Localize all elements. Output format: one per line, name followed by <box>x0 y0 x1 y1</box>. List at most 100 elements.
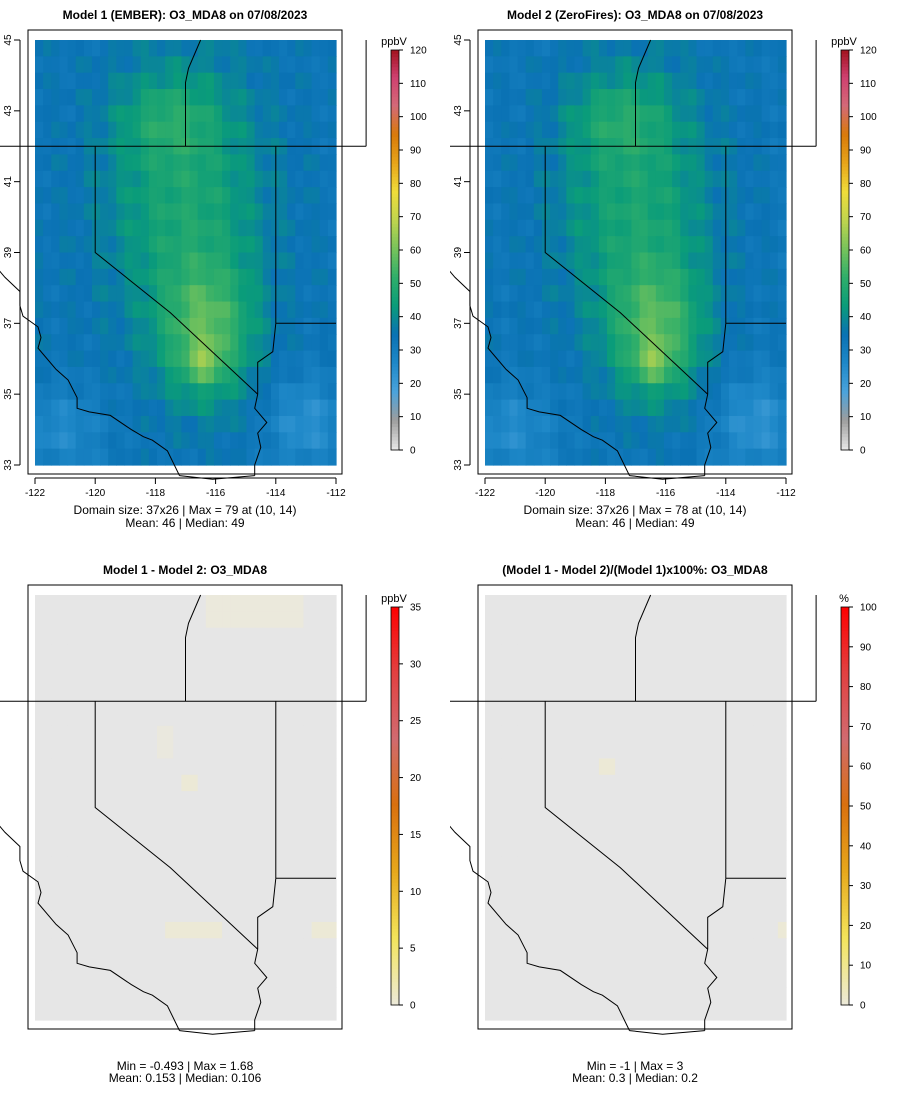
grid-cell <box>761 611 771 629</box>
grid-cell <box>311 954 321 972</box>
colorbar-segment <box>391 782 399 787</box>
grid-cell <box>680 856 689 874</box>
colorbar-unit-label: ppbV <box>381 36 407 48</box>
grid-cell <box>83 383 93 401</box>
grid-cell <box>737 105 746 123</box>
grid-cell <box>720 301 730 319</box>
grid-cell <box>91 432 101 450</box>
grid-cell <box>262 889 272 907</box>
grid-cell <box>574 121 584 139</box>
grid-cell <box>75 742 85 760</box>
grid-cell <box>720 921 730 939</box>
grid-cell <box>108 938 117 956</box>
grid-cell <box>525 105 535 123</box>
colorbar-segment <box>841 630 849 635</box>
grid-cell <box>574 742 584 760</box>
grid-cell <box>197 285 207 303</box>
grid-cell <box>270 987 280 1005</box>
colorbar-segment <box>841 912 849 916</box>
grid-cell <box>712 823 722 841</box>
grid-cell <box>639 987 649 1005</box>
grid-cell <box>761 1003 771 1021</box>
grid-cell <box>663 954 673 972</box>
colorbar-segment <box>391 855 399 860</box>
grid-cell <box>116 954 126 972</box>
grid-cell <box>704 807 714 825</box>
colorbar-segment <box>391 106 399 111</box>
grid-cell <box>517 954 527 972</box>
grid-cell <box>222 187 231 205</box>
grid-cell <box>712 954 722 972</box>
grid-cell <box>238 889 248 907</box>
grid-cell <box>745 432 755 450</box>
grid-cell <box>777 448 787 466</box>
grid-cell <box>509 301 519 319</box>
grid-cell <box>205 807 215 825</box>
grid-cell <box>688 415 698 433</box>
colorbar-segment <box>391 116 399 121</box>
colorbar-segment <box>391 90 399 94</box>
colorbar-segment <box>841 961 849 966</box>
grid-cell <box>132 448 142 466</box>
grid-cell <box>270 660 280 678</box>
grid-cell <box>132 905 142 923</box>
grid-cell <box>59 611 69 629</box>
grid-cell <box>647 970 657 988</box>
grid-cell <box>83 219 93 237</box>
grid-cell <box>303 187 313 205</box>
grid-cell <box>761 840 771 858</box>
grid-cell <box>43 89 52 106</box>
colorbar-segment <box>841 223 849 228</box>
grid-cell <box>181 236 191 254</box>
grid-cell <box>262 448 272 466</box>
grid-cell <box>550 154 559 172</box>
grid-cell <box>631 987 641 1005</box>
grid-cell <box>83 987 93 1005</box>
colorbar-segment <box>841 186 849 191</box>
grid-cell <box>769 1003 779 1021</box>
grid-cell <box>558 970 567 988</box>
grid-cell <box>230 448 239 466</box>
grid-cell <box>132 856 142 874</box>
grid-cell <box>574 432 584 450</box>
colorbar-segment <box>841 676 849 681</box>
grid-cell <box>745 121 755 139</box>
colorbar-segment <box>841 333 849 338</box>
colorbar-segment <box>391 383 399 388</box>
grid-cell <box>132 40 142 57</box>
grid-cell <box>598 72 608 90</box>
grid-cell <box>566 758 576 776</box>
grid-cell <box>582 154 592 172</box>
grid-cell <box>712 268 722 286</box>
grid-cell <box>181 187 191 205</box>
grid-cell <box>262 987 272 1005</box>
grid-cell <box>509 889 519 907</box>
grid-cell <box>607 383 616 401</box>
grid-cell <box>753 203 763 221</box>
grid-cell <box>550 334 559 352</box>
grid-cell <box>680 676 689 694</box>
grid-cell <box>35 56 44 74</box>
grid-cell <box>222 56 231 74</box>
grid-cell <box>566 72 576 90</box>
grid-cell <box>541 252 551 270</box>
grid-cell <box>181 987 191 1005</box>
grid-cell <box>590 807 600 825</box>
colorbar-segment <box>841 126 849 131</box>
grid-cell <box>116 203 126 221</box>
grid-cell <box>295 56 305 74</box>
colorbar-segment <box>391 786 399 790</box>
grid-cell <box>509 105 519 123</box>
grid-cell <box>615 268 624 286</box>
grid-cell <box>124 432 134 450</box>
grid-cell <box>59 236 69 254</box>
grid-cell <box>672 856 681 874</box>
grid-cell <box>680 366 689 384</box>
grid-cell <box>181 611 191 629</box>
colorbar-segment <box>841 200 849 204</box>
grid-cell <box>615 203 624 221</box>
grid-cell <box>582 725 592 743</box>
grid-cell <box>663 121 673 139</box>
grid-cell <box>246 611 256 629</box>
grid-cell <box>230 383 239 401</box>
